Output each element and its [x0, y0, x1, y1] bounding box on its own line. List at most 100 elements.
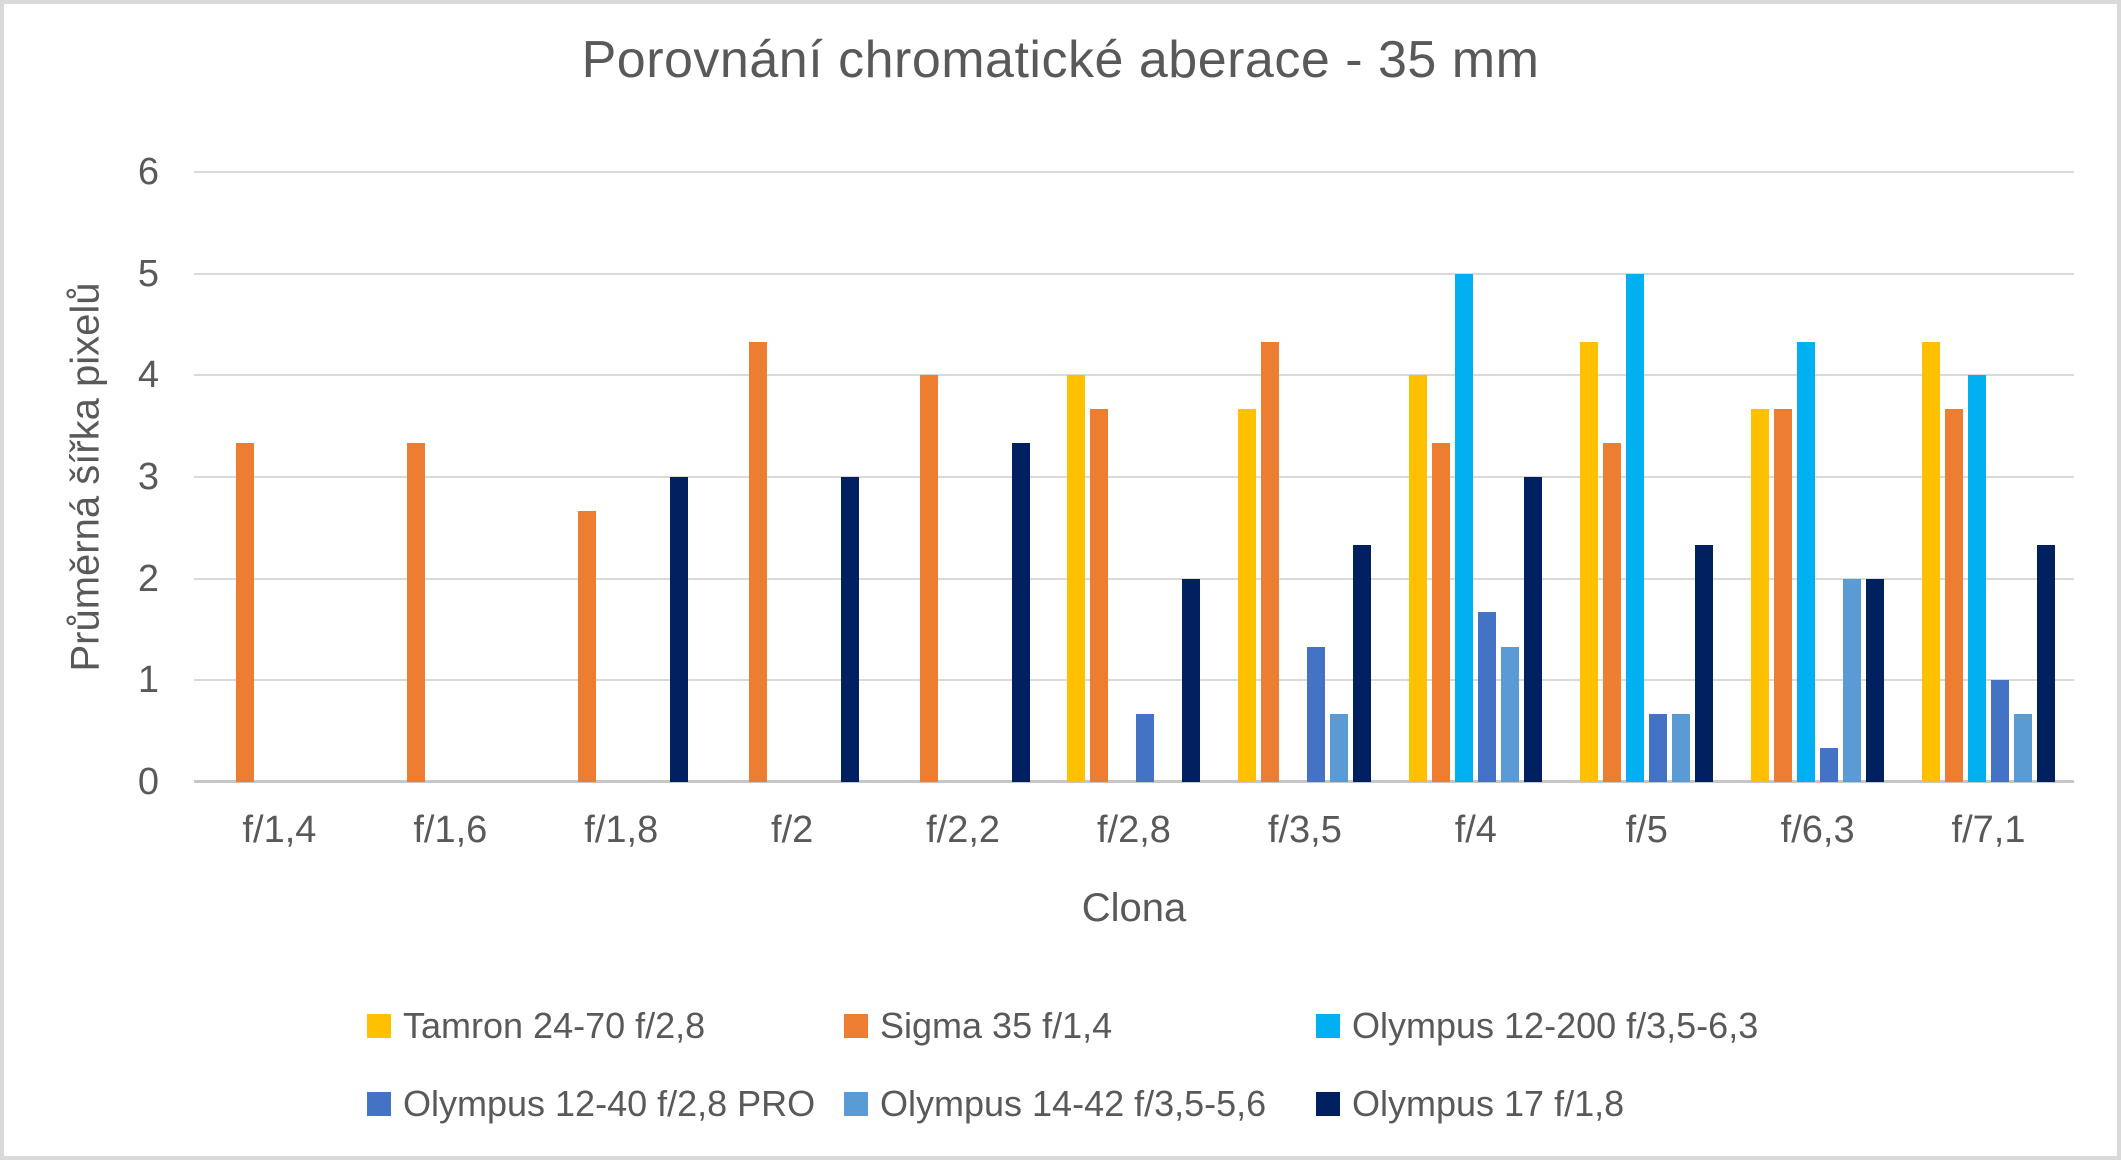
bar: [1238, 408, 1257, 782]
x-axis-tick-label: f/4: [1454, 809, 1497, 851]
bar: [1261, 341, 1280, 782]
bar-group: [1219, 172, 1390, 782]
bar: [1820, 748, 1839, 782]
plot-area: [194, 171, 2074, 783]
legend-item: Olympus 12-40 f/2,8 PRO: [367, 1080, 815, 1128]
x-axis-tick-label: f/2,8: [1097, 809, 1171, 851]
legend-item: Olympus 14-42 f/3,5-5,6: [844, 1080, 1266, 1128]
gridline: [194, 679, 2074, 682]
bar-group: [1049, 172, 1220, 782]
y-axis-tick-label: 3: [137, 456, 159, 498]
y-axis-tick-label: 0: [137, 761, 159, 803]
x-axis-line: [194, 780, 2074, 783]
x-axis-tick-label: f/1,8: [584, 809, 659, 851]
bar: [577, 510, 596, 782]
x-axis-tick-label: f/7,1: [1951, 809, 2026, 851]
legend-marker-icon: [844, 1014, 868, 1038]
bar: [1797, 341, 1816, 782]
gridline: [194, 374, 2074, 377]
legend-marker-icon: [367, 1092, 391, 1116]
bar-group: [194, 172, 365, 782]
bar-group: [1732, 172, 1903, 782]
bar: [1945, 408, 1964, 782]
y-axis-tick-label: 6: [137, 151, 159, 193]
bar: [1580, 341, 1599, 782]
bar: [1672, 713, 1691, 782]
bar: [1478, 612, 1497, 782]
legend-item: Olympus 17 f/1,8: [1316, 1080, 1624, 1128]
bar: [1843, 578, 1862, 782]
bar: [1011, 443, 1030, 782]
bar: [1774, 408, 1793, 782]
bar: [406, 443, 425, 782]
bar: [1695, 545, 1714, 782]
bar: [1524, 477, 1543, 782]
bar: [1501, 646, 1520, 782]
gridline: [194, 476, 2074, 478]
bar-group: [707, 172, 878, 782]
bar: [1330, 713, 1349, 782]
legend-marker-icon: [1316, 1092, 1340, 1116]
bar: [919, 375, 938, 782]
legend-label: Olympus 17 f/1,8: [1352, 1083, 1625, 1124]
bar: [1751, 408, 1770, 782]
x-axis-tick-label: f/5: [1625, 809, 1668, 851]
y-axis-tick-label: 4: [137, 354, 159, 397]
bar-group: [365, 172, 536, 782]
bar-group: [1903, 172, 2074, 782]
bar: [669, 477, 688, 782]
y-axis-labels: 0 1 2 3 4 5 6: [54, 151, 159, 803]
x-axis-tick-label: f/2,2: [926, 809, 1001, 851]
bar: [1067, 375, 1086, 782]
bar: [1182, 578, 1201, 782]
bar: [1090, 408, 1109, 782]
bar: [1409, 375, 1428, 782]
x-axis-tick-label: f/2: [771, 809, 814, 851]
bar: [1432, 443, 1451, 782]
legend-label: Olympus 12-40 f/2,8 PRO: [403, 1083, 816, 1124]
bar: [1353, 545, 1372, 782]
bar-group: [536, 172, 707, 782]
bar-group: [1561, 172, 1732, 782]
y-axis-tick-label: 5: [137, 252, 159, 295]
bar-group: [1390, 172, 1561, 782]
x-axis-tick-label: f/1,6: [413, 809, 488, 851]
legend-item: Olympus 12-200 f/3,5-6,3: [1316, 1002, 1758, 1050]
bar: [1307, 646, 1326, 782]
x-axis-labels: f/1,4 f/1,6 f/1,8 f/2 f/2,2 f/2,8 f/3,5 f/4 f/5 f…: [194, 804, 2074, 856]
legend: Tamron 24-70 f/2,8 Sigma 35 f/1,4 Olympus …: [4, 1002, 2117, 1152]
x-axis-tick-label: f/6,3: [1780, 809, 1855, 851]
legend-marker-icon: [844, 1092, 868, 1116]
bar: [2014, 713, 2033, 782]
legend-marker-icon: [367, 1014, 391, 1038]
legend-label: Sigma 35 f/1,4: [880, 1005, 1113, 1046]
gridline: [194, 577, 2074, 580]
x-axis-tick-label: f/1,4: [242, 809, 317, 851]
legend-label: Olympus 12-200 f/3,5-6,3: [1352, 1005, 1759, 1046]
y-axis-tick-label: 2: [137, 557, 159, 600]
legend-label: Olympus 14-42 f/3,5-5,6: [880, 1083, 1267, 1124]
legend-item: Sigma 35 f/1,4: [844, 1002, 1112, 1050]
bar: [1649, 713, 1668, 782]
x-axis-title: Clona: [1081, 886, 1187, 930]
bar-group: [878, 172, 1049, 782]
bar: [1626, 273, 1645, 782]
bar: [235, 443, 254, 782]
chart-title: Porovnání chromatické aberace - 35 mm: [581, 31, 1540, 89]
x-axis-tick-label: f/3,5: [1267, 809, 1342, 851]
gridline: [194, 171, 2074, 173]
bar: [1455, 273, 1474, 782]
bar: [1866, 578, 1885, 782]
gridline: [194, 272, 2074, 275]
legend-marker-icon: [1316, 1014, 1340, 1038]
bar: [1991, 680, 2010, 782]
legend-item: Tamron 24-70 f/2,8: [367, 1002, 705, 1050]
bar: [2037, 545, 2056, 782]
y-axis-tick-label: 1: [137, 659, 159, 702]
bar: [1603, 443, 1622, 782]
bar: [1922, 341, 1941, 782]
bar: [748, 341, 767, 782]
legend-label: Tamron 24-70 f/2,8: [403, 1005, 706, 1046]
bar: [840, 477, 859, 782]
